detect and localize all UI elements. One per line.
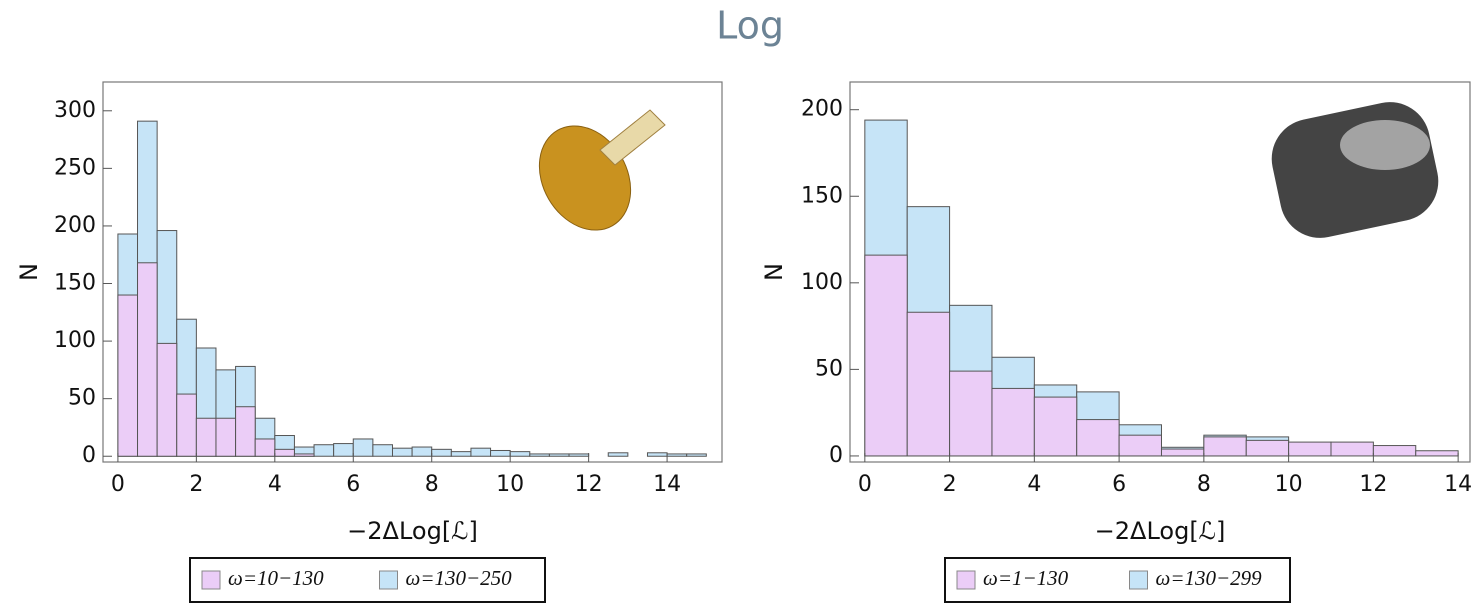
page-title: Log xyxy=(716,4,784,48)
bar xyxy=(907,312,949,456)
bar xyxy=(569,454,589,456)
bar xyxy=(1077,420,1119,456)
y-tick-label: 0 xyxy=(82,443,96,468)
y-tick-label: 300 xyxy=(54,98,96,123)
x-axis-label: −2ΔLog[ℒ] xyxy=(347,517,478,545)
x-tick-label: 4 xyxy=(268,472,282,497)
bar xyxy=(549,454,569,456)
x-tick-label: 14 xyxy=(1444,472,1472,497)
x-tick-label: 10 xyxy=(496,472,524,497)
x-tick-label: 6 xyxy=(1112,472,1126,497)
y-tick-label: 100 xyxy=(801,270,843,295)
bar xyxy=(471,448,491,456)
y-tick-label: 150 xyxy=(54,271,96,296)
boom xyxy=(600,110,665,165)
mirror xyxy=(1340,120,1430,170)
x-tick-label: 14 xyxy=(653,472,681,497)
satellite-illustration xyxy=(1264,95,1445,246)
y-tick-label: 250 xyxy=(54,155,96,180)
bar xyxy=(118,295,138,456)
bar xyxy=(1246,440,1288,456)
bar xyxy=(667,454,687,456)
satellite-illustration xyxy=(521,109,665,246)
x-tick-label: 2 xyxy=(189,472,203,497)
bar xyxy=(491,450,511,456)
bar xyxy=(392,448,412,456)
legend-swatch xyxy=(380,571,398,589)
legend-label: ω=1−130 xyxy=(983,566,1069,590)
y-tick-label: 50 xyxy=(815,356,843,381)
bar xyxy=(1416,451,1458,456)
y-axis-label: N xyxy=(15,263,43,281)
bar xyxy=(334,444,354,457)
y-tick-label: 100 xyxy=(54,328,96,353)
bar xyxy=(865,255,907,456)
legend-swatch xyxy=(202,571,220,589)
bar xyxy=(1161,449,1203,456)
legend-label: ω=130−299 xyxy=(1156,566,1263,590)
bar xyxy=(177,394,197,456)
y-tick-label: 200 xyxy=(54,213,96,238)
bar xyxy=(1373,446,1415,456)
x-tick-label: 0 xyxy=(111,472,125,497)
page: Log 05010015020025030002468101214−2ΔLog[… xyxy=(0,0,1480,605)
x-tick-label: 12 xyxy=(575,472,603,497)
bar xyxy=(216,418,236,456)
x-tick-label: 2 xyxy=(943,472,957,497)
legend-label: ω=10−130 xyxy=(228,566,324,590)
legend-label: ω=130−250 xyxy=(406,566,513,590)
bar xyxy=(1331,442,1373,456)
x-tick-label: 6 xyxy=(346,472,360,497)
y-axis-label: N xyxy=(760,263,788,281)
bar xyxy=(255,439,275,456)
bar xyxy=(236,407,256,457)
bar xyxy=(530,454,550,456)
bar xyxy=(412,447,432,456)
bar xyxy=(1119,435,1161,456)
y-tick-label: 50 xyxy=(68,386,96,411)
bar xyxy=(373,445,393,457)
legend-swatch xyxy=(1130,571,1148,589)
x-tick-label: 0 xyxy=(858,472,872,497)
y-tick-label: 200 xyxy=(801,97,843,122)
x-tick-label: 8 xyxy=(1197,472,1211,497)
bar xyxy=(1034,397,1076,456)
bar xyxy=(608,453,628,456)
bar xyxy=(1289,442,1331,456)
bar xyxy=(950,371,992,456)
bar xyxy=(138,263,158,456)
bar xyxy=(451,452,471,457)
bar xyxy=(432,449,452,456)
x-tick-label: 4 xyxy=(1027,472,1041,497)
bar xyxy=(353,439,373,456)
x-axis-label: −2ΔLog[ℒ] xyxy=(1095,517,1226,545)
y-tick-label: 150 xyxy=(801,183,843,208)
legend-swatch xyxy=(957,571,975,589)
bar xyxy=(1204,437,1246,456)
x-tick-label: 8 xyxy=(425,472,439,497)
x-tick-label: 10 xyxy=(1275,472,1303,497)
y-tick-label: 0 xyxy=(829,443,843,468)
bar xyxy=(294,454,314,456)
bar xyxy=(992,388,1034,456)
bar xyxy=(647,453,667,456)
bar xyxy=(510,452,530,457)
bar xyxy=(275,449,295,456)
bar xyxy=(314,445,334,457)
body xyxy=(1264,95,1445,246)
bar xyxy=(157,343,177,456)
bar xyxy=(196,418,216,456)
bar xyxy=(687,454,707,456)
x-tick-label: 12 xyxy=(1359,472,1387,497)
